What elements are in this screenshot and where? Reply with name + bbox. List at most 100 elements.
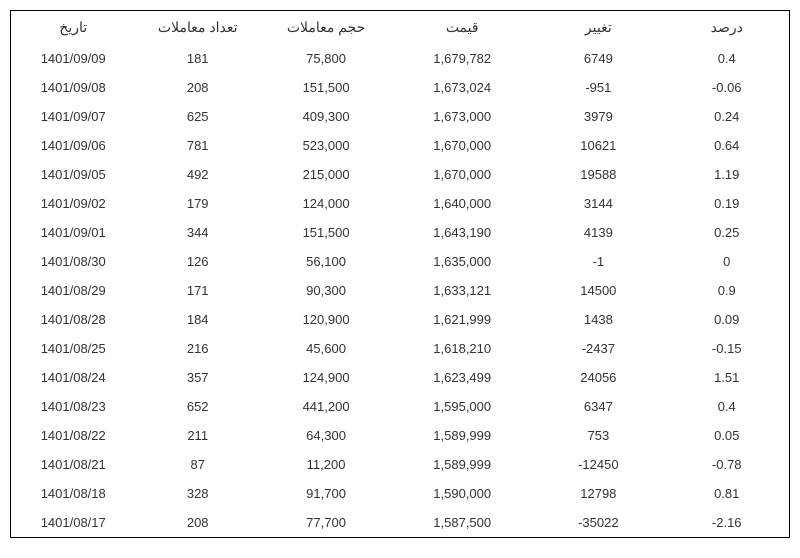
table-row: 1401/08/1720877,7001,587,500-35022-2.16 [11, 508, 789, 537]
cell-percent: 0.05 [664, 421, 789, 450]
cell-trades: 344 [135, 218, 259, 247]
cell-volume: 77,700 [260, 508, 392, 537]
cell-change: 10621 [532, 131, 664, 160]
cell-price: 1,595,000 [392, 392, 532, 421]
table-row: 1401/09/05492215,0001,670,000195881.19 [11, 160, 789, 189]
cell-date: 1401/09/08 [11, 73, 135, 102]
cell-volume: 120,900 [260, 305, 392, 334]
table-row: 1401/08/2521645,6001,618,210-2437-0.15 [11, 334, 789, 363]
cell-price: 1,589,999 [392, 421, 532, 450]
cell-trades: 208 [135, 508, 259, 537]
cell-date: 1401/09/02 [11, 189, 135, 218]
cell-trades: 492 [135, 160, 259, 189]
cell-percent: -0.15 [664, 334, 789, 363]
cell-trades: 184 [135, 305, 259, 334]
cell-date: 1401/09/07 [11, 102, 135, 131]
cell-price: 1,635,000 [392, 247, 532, 276]
cell-percent: 0.24 [664, 102, 789, 131]
cell-price: 1,673,024 [392, 73, 532, 102]
cell-percent: 0.4 [664, 44, 789, 73]
cell-price: 1,633,121 [392, 276, 532, 305]
cell-volume: 523,000 [260, 131, 392, 160]
cell-date: 1401/08/17 [11, 508, 135, 537]
cell-volume: 215,000 [260, 160, 392, 189]
cell-change: 753 [532, 421, 664, 450]
cell-trades: 87 [135, 450, 259, 479]
cell-date: 1401/08/29 [11, 276, 135, 305]
cell-date: 1401/08/18 [11, 479, 135, 508]
header-price: قیمت [392, 11, 532, 44]
cell-percent: 1.19 [664, 160, 789, 189]
table-row: 1401/09/01344151,5001,643,19041390.25 [11, 218, 789, 247]
cell-percent: 0.25 [664, 218, 789, 247]
cell-date: 1401/08/23 [11, 392, 135, 421]
cell-price: 1,643,190 [392, 218, 532, 247]
cell-change: 3979 [532, 102, 664, 131]
cell-date: 1401/08/21 [11, 450, 135, 479]
cell-percent: -0.06 [664, 73, 789, 102]
cell-change: 6347 [532, 392, 664, 421]
cell-change: 4139 [532, 218, 664, 247]
cell-trades: 652 [135, 392, 259, 421]
cell-price: 1,623,499 [392, 363, 532, 392]
cell-trades: 625 [135, 102, 259, 131]
table-row: 1401/08/3012656,1001,635,000-10 [11, 247, 789, 276]
cell-date: 1401/09/06 [11, 131, 135, 160]
cell-date: 1401/08/28 [11, 305, 135, 334]
cell-date: 1401/09/09 [11, 44, 135, 73]
cell-percent: 0.4 [664, 392, 789, 421]
table-row: 1401/09/06781523,0001,670,000106210.64 [11, 131, 789, 160]
cell-volume: 45,600 [260, 334, 392, 363]
cell-change: 19588 [532, 160, 664, 189]
cell-price: 1,679,782 [392, 44, 532, 73]
cell-change: -951 [532, 73, 664, 102]
cell-percent: 0 [664, 247, 789, 276]
cell-trades: 208 [135, 73, 259, 102]
cell-price: 1,670,000 [392, 131, 532, 160]
cell-trades: 216 [135, 334, 259, 363]
cell-price: 1,673,000 [392, 102, 532, 131]
cell-change: -2437 [532, 334, 664, 363]
header-percent: درصد [664, 11, 789, 44]
cell-change: -12450 [532, 450, 664, 479]
cell-percent: 0.19 [664, 189, 789, 218]
cell-percent: -0.78 [664, 450, 789, 479]
cell-date: 1401/08/25 [11, 334, 135, 363]
cell-price: 1,640,000 [392, 189, 532, 218]
header-row: تاریخ تعداد معاملات حجم معاملات قیمت تغی… [11, 11, 789, 44]
cell-date: 1401/08/30 [11, 247, 135, 276]
cell-volume: 90,300 [260, 276, 392, 305]
cell-change: 3144 [532, 189, 664, 218]
cell-volume: 409,300 [260, 102, 392, 131]
header-change: تغییر [532, 11, 664, 44]
cell-price: 1,589,999 [392, 450, 532, 479]
cell-percent: 1.51 [664, 363, 789, 392]
cell-volume: 91,700 [260, 479, 392, 508]
cell-trades: 781 [135, 131, 259, 160]
cell-trades: 211 [135, 421, 259, 450]
table-header: تاریخ تعداد معاملات حجم معاملات قیمت تغی… [11, 11, 789, 44]
cell-date: 1401/08/22 [11, 421, 135, 450]
cell-trades: 328 [135, 479, 259, 508]
cell-trades: 179 [135, 189, 259, 218]
table-row: 1401/09/07625409,3001,673,00039790.24 [11, 102, 789, 131]
cell-volume: 151,500 [260, 73, 392, 102]
trading-history-table-container: تاریخ تعداد معاملات حجم معاملات قیمت تغی… [10, 10, 790, 538]
cell-trades: 181 [135, 44, 259, 73]
cell-change: -35022 [532, 508, 664, 537]
cell-change: 12798 [532, 479, 664, 508]
header-trades: تعداد معاملات [135, 11, 259, 44]
table-row: 1401/09/02179124,0001,640,00031440.19 [11, 189, 789, 218]
cell-price: 1,621,999 [392, 305, 532, 334]
table-row: 1401/08/2917190,3001,633,121145000.9 [11, 276, 789, 305]
cell-percent: -2.16 [664, 508, 789, 537]
cell-volume: 441,200 [260, 392, 392, 421]
cell-change: 24056 [532, 363, 664, 392]
header-volume: حجم معاملات [260, 11, 392, 44]
cell-trades: 357 [135, 363, 259, 392]
cell-trades: 126 [135, 247, 259, 276]
cell-change: 6749 [532, 44, 664, 73]
cell-price: 1,590,000 [392, 479, 532, 508]
cell-percent: 0.9 [664, 276, 789, 305]
table-row: 1401/09/08208151,5001,673,024-951-0.06 [11, 73, 789, 102]
